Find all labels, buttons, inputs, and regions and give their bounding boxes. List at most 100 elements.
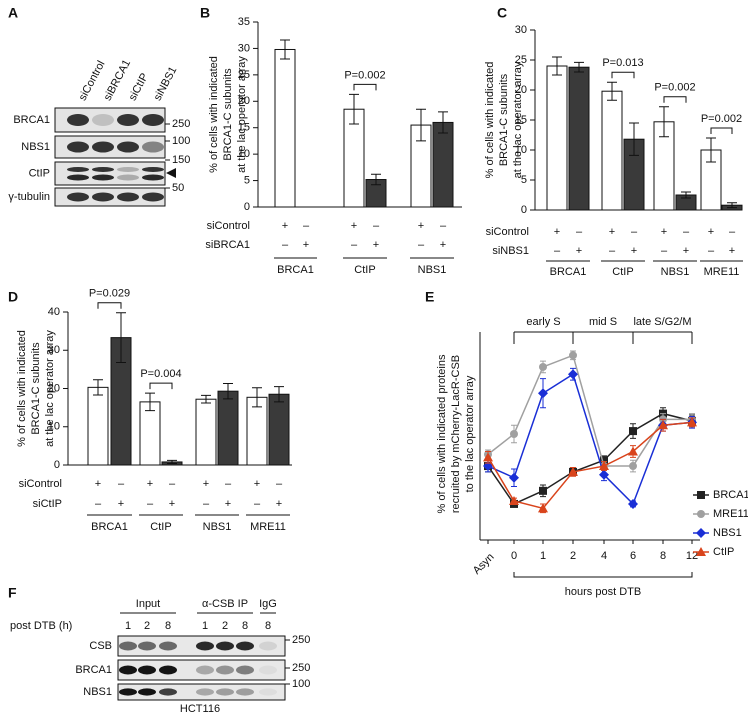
legend-marker <box>697 510 705 518</box>
condition-label: siControl <box>19 478 62 490</box>
x-tick-label: 4 <box>601 550 607 562</box>
band <box>196 641 214 651</box>
y-axis-label: BRCA1-C subunits <box>222 68 234 161</box>
marker <box>658 420 668 430</box>
y-tick-label: 30 <box>238 42 250 54</box>
error-bar <box>706 137 716 163</box>
band <box>92 167 114 172</box>
x-tick-label: 12 <box>686 550 698 562</box>
marker <box>629 462 637 471</box>
error-bar <box>607 81 617 101</box>
condition-sign: – <box>95 498 102 510</box>
category-label: MRE11 <box>250 521 286 533</box>
y-tick-label: 20 <box>48 382 60 394</box>
row-label: NBS1 <box>21 141 50 153</box>
band <box>259 665 277 675</box>
mw-marker: 250 <box>292 634 310 646</box>
error-bar <box>274 386 284 403</box>
condition-sign: – <box>609 245 616 257</box>
lane-label: 2 <box>144 620 150 632</box>
band <box>142 141 164 153</box>
condition-sign: + <box>276 498 282 510</box>
condition-sign: + <box>169 498 175 510</box>
marker <box>628 498 638 509</box>
header-label: Input <box>136 598 160 610</box>
marker <box>538 388 548 399</box>
y-axis-label: at the lac operator array <box>512 61 524 178</box>
lane-label: 8 <box>242 620 248 632</box>
error-bar <box>371 173 381 186</box>
condition-sign: – <box>147 498 154 510</box>
legend-label: BRCA1 <box>713 489 748 501</box>
category-label: NBS1 <box>661 266 690 278</box>
mw-marker: 100 <box>292 678 310 690</box>
bar <box>87 386 109 466</box>
legend-label: NBS1 <box>713 527 742 539</box>
condition-sign: + <box>303 239 309 251</box>
phase-label: late S/G2/M <box>633 316 691 328</box>
condition-sign: + <box>554 226 560 238</box>
blot <box>117 683 286 701</box>
error-bar <box>349 93 359 125</box>
y-axis-label: at the lac operator array <box>236 56 248 173</box>
marker <box>599 461 609 471</box>
condition-sign: – <box>203 498 210 510</box>
band <box>196 665 214 675</box>
panel-label: D <box>8 289 18 305</box>
condition-sign: + <box>282 220 288 232</box>
cell-line: HCT116 <box>180 703 220 715</box>
condition-sign: – <box>576 226 583 238</box>
row-label: γ-tubulin <box>8 191 50 203</box>
condition-sign: + <box>418 220 424 232</box>
p-value: P=0.004 <box>140 368 181 380</box>
y-tick-label: 0 <box>521 204 527 216</box>
condition-label: siControl <box>207 220 250 232</box>
band <box>119 665 137 675</box>
condition-sign: + <box>351 220 357 232</box>
header-label: IgG <box>259 598 277 610</box>
bar <box>568 66 590 211</box>
lane-label: siNBS1 <box>152 65 180 103</box>
band <box>138 688 156 696</box>
p-value: P=0.013 <box>602 57 643 69</box>
y-tick-label: 25 <box>515 54 527 66</box>
p-value-bracket <box>710 127 733 134</box>
marker <box>599 469 609 480</box>
band <box>159 641 177 651</box>
bar <box>195 398 217 466</box>
condition-sign: – <box>554 245 561 257</box>
panel-label: B <box>200 5 210 21</box>
band <box>138 641 156 651</box>
y-tick-label: 20 <box>515 84 527 96</box>
series-line <box>487 354 692 467</box>
condition-sign: – <box>254 498 261 510</box>
y-axis-label: BRCA1-C subunits <box>498 73 510 166</box>
legend-label: CtIP <box>713 546 734 558</box>
y-axis-label: BRCA1-C subunits <box>30 342 42 435</box>
band <box>196 688 214 696</box>
band <box>259 688 277 696</box>
x-bracket <box>513 572 693 578</box>
marker <box>539 362 547 371</box>
condition-sign: – <box>282 239 289 251</box>
y-tick-label: 10 <box>238 148 250 160</box>
band <box>236 688 254 696</box>
band <box>117 174 139 181</box>
p-value-bracket <box>353 83 377 91</box>
band <box>142 167 164 172</box>
legend-marker <box>696 528 706 538</box>
marker <box>687 417 697 427</box>
band <box>92 192 114 202</box>
series-line <box>487 373 693 506</box>
condition-sign: + <box>95 478 101 490</box>
condition-sign: – <box>729 226 736 238</box>
band <box>67 167 89 172</box>
p-value-bracket <box>149 382 173 390</box>
band <box>67 174 89 181</box>
condition-sign: – <box>276 478 283 490</box>
y-axis-label: % of cells with indicated <box>484 62 496 179</box>
error-bar <box>416 108 426 142</box>
marker <box>509 472 519 483</box>
y-tick-label: 35 <box>238 16 250 28</box>
condition-sign: + <box>225 498 231 510</box>
